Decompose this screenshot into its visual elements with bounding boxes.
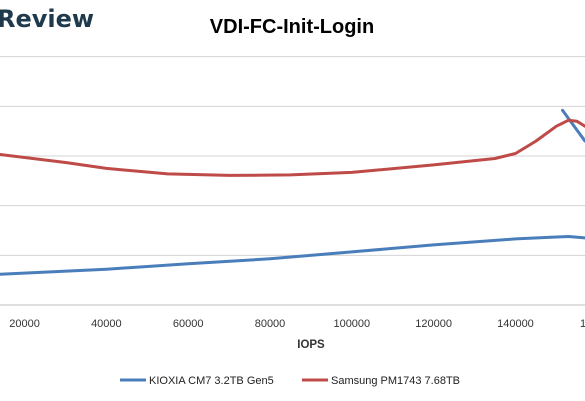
x-tick-labels: 20000 40000 60000 80000 100000 120000 140000 1	[9, 318, 585, 330]
series-line-3	[0, 118, 585, 177]
x-tick-label: 140000	[497, 318, 534, 330]
x-tick-label: 100000	[333, 318, 370, 330]
x-tick-label: 120000	[415, 318, 452, 330]
legend-label-1: KIOXIA CM7 3.2TB Gen5	[149, 375, 274, 387]
legend-label-2: Samsung PM1743 7.68TB	[331, 375, 460, 387]
chart-title: VDI-FC-Init-Login	[210, 16, 374, 38]
x-axis-title: IOPS	[297, 339, 325, 351]
series-line-2	[561, 108, 585, 143]
series-lines	[0, 108, 585, 276]
legend: KIOXIA CM7 3.2TB Gen5 Samsung PM1743 7.68…	[120, 375, 460, 387]
brand-logo-text: Review	[0, 5, 94, 33]
x-tick-label: 20000	[9, 318, 40, 330]
series-line-1	[0, 235, 585, 276]
x-tick-label: 40000	[91, 318, 122, 330]
x-tick-label: 60000	[173, 318, 204, 330]
x-tick-label-edge: 1	[580, 318, 585, 330]
gridlines	[0, 56, 585, 256]
x-tick-label: 80000	[255, 318, 286, 330]
